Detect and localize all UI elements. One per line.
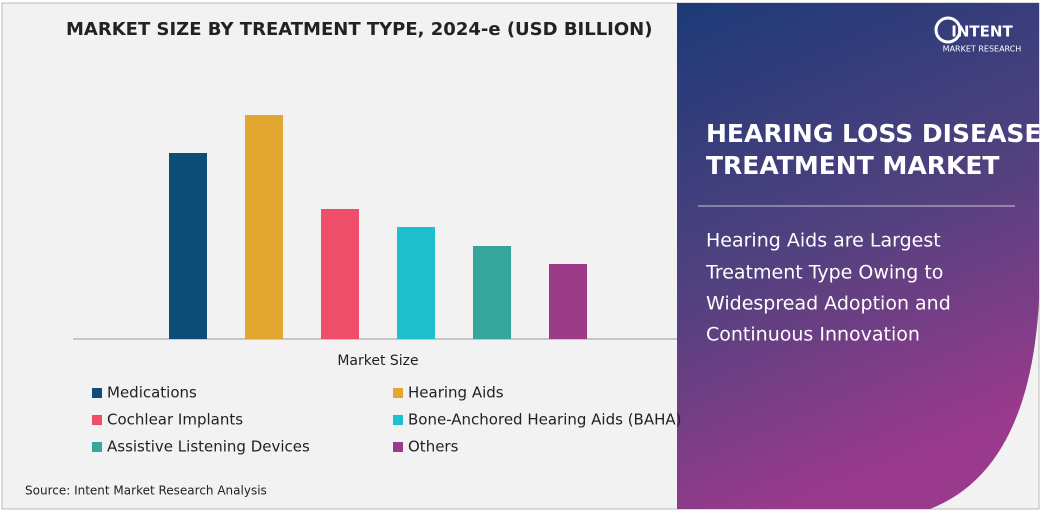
logo-icon bbox=[934, 16, 962, 44]
panel-subtitle: Treatment Type Owing to bbox=[705, 262, 943, 284]
legend-label: Others bbox=[408, 438, 459, 456]
x-tick-label: Market Size bbox=[337, 353, 418, 369]
legend-label: Bone-Anchored Hearing Aids (BAHA) bbox=[408, 411, 682, 429]
panel-subtitle: Widespread Adoption and bbox=[706, 293, 951, 315]
legend-swatch bbox=[92, 442, 102, 452]
legend-swatch bbox=[393, 388, 403, 398]
chart-title: MARKET SIZE BY TREATMENT TYPE, 2024-e (U… bbox=[66, 19, 652, 40]
legend-swatch bbox=[92, 415, 102, 425]
legend-label: Hearing Aids bbox=[408, 384, 504, 402]
bar bbox=[321, 209, 359, 339]
logo-name: INTENT bbox=[951, 23, 1013, 41]
bar bbox=[245, 115, 283, 339]
legend-label: Medications bbox=[107, 384, 197, 402]
legend-label: Cochlear Implants bbox=[107, 411, 243, 429]
logo-tagline: MARKET RESEARCH bbox=[943, 45, 1022, 54]
legend-label: Assistive Listening Devices bbox=[107, 438, 310, 456]
bar bbox=[473, 246, 511, 339]
legend-swatch bbox=[92, 388, 102, 398]
panel-title: TREATMENT MARKET bbox=[706, 151, 999, 180]
panel-subtitle: Hearing Aids are Largest bbox=[706, 230, 941, 252]
panel-subtitle: Continuous Innovation bbox=[706, 324, 920, 346]
source: Source: Intent Market Research Analysis bbox=[25, 484, 267, 498]
bar bbox=[169, 153, 207, 339]
legend-swatch bbox=[393, 415, 403, 425]
bar bbox=[397, 227, 435, 339]
legend-swatch bbox=[393, 442, 403, 452]
panel-title: HEARING LOSS DISEASE bbox=[706, 119, 1042, 148]
side-panel bbox=[677, 3, 1039, 509]
bar bbox=[549, 264, 587, 339]
